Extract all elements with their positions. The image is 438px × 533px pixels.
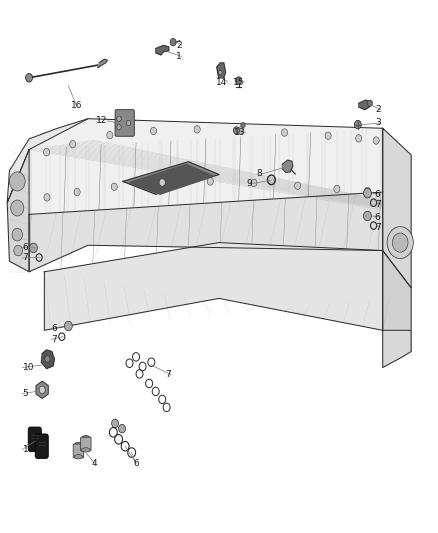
Circle shape bbox=[334, 185, 340, 192]
Circle shape bbox=[364, 187, 371, 195]
Circle shape bbox=[74, 188, 80, 196]
Polygon shape bbox=[383, 128, 411, 288]
Circle shape bbox=[219, 70, 222, 75]
Circle shape bbox=[241, 123, 245, 128]
Text: 5: 5 bbox=[22, 389, 28, 398]
Polygon shape bbox=[29, 119, 383, 214]
Circle shape bbox=[236, 77, 242, 84]
Circle shape bbox=[11, 200, 24, 216]
Circle shape bbox=[39, 386, 45, 393]
Text: 2: 2 bbox=[375, 105, 381, 114]
FancyBboxPatch shape bbox=[81, 437, 91, 451]
Text: 7: 7 bbox=[375, 200, 381, 209]
Ellipse shape bbox=[81, 448, 90, 452]
Polygon shape bbox=[36, 381, 48, 398]
Text: 6: 6 bbox=[375, 190, 381, 199]
Text: 7: 7 bbox=[22, 254, 28, 262]
Circle shape bbox=[364, 188, 371, 198]
Polygon shape bbox=[44, 243, 383, 330]
Circle shape bbox=[12, 228, 22, 241]
FancyBboxPatch shape bbox=[28, 427, 41, 451]
Circle shape bbox=[159, 179, 165, 186]
Ellipse shape bbox=[74, 442, 83, 448]
Polygon shape bbox=[383, 330, 411, 368]
Text: 6: 6 bbox=[51, 324, 57, 333]
Text: 3: 3 bbox=[375, 118, 381, 127]
Polygon shape bbox=[123, 162, 219, 194]
Text: 6: 6 bbox=[133, 459, 139, 467]
Polygon shape bbox=[359, 100, 370, 110]
Text: 11: 11 bbox=[22, 445, 34, 454]
Circle shape bbox=[117, 116, 121, 122]
Circle shape bbox=[387, 227, 413, 259]
Circle shape bbox=[10, 172, 25, 191]
Polygon shape bbox=[130, 165, 214, 194]
Circle shape bbox=[356, 135, 362, 142]
Polygon shape bbox=[29, 192, 383, 272]
Text: 6: 6 bbox=[375, 213, 381, 222]
Circle shape bbox=[45, 356, 50, 362]
Circle shape bbox=[373, 137, 379, 144]
Polygon shape bbox=[98, 59, 107, 68]
Text: 12: 12 bbox=[96, 116, 108, 125]
Circle shape bbox=[119, 424, 126, 433]
Text: 7: 7 bbox=[165, 370, 171, 379]
Circle shape bbox=[170, 38, 176, 46]
Circle shape bbox=[207, 177, 213, 185]
Circle shape bbox=[44, 193, 50, 201]
Text: 7: 7 bbox=[51, 335, 57, 344]
Polygon shape bbox=[217, 63, 226, 78]
FancyBboxPatch shape bbox=[115, 110, 134, 136]
Circle shape bbox=[112, 419, 119, 427]
Text: 14: 14 bbox=[216, 77, 228, 86]
Circle shape bbox=[364, 211, 371, 221]
FancyBboxPatch shape bbox=[73, 444, 84, 458]
Polygon shape bbox=[383, 251, 411, 352]
FancyBboxPatch shape bbox=[35, 434, 48, 458]
Text: 2: 2 bbox=[176, 41, 182, 50]
Text: 1: 1 bbox=[176, 52, 182, 61]
Text: 8: 8 bbox=[256, 169, 262, 179]
Circle shape bbox=[194, 126, 200, 133]
Circle shape bbox=[25, 74, 32, 82]
Text: 4: 4 bbox=[92, 459, 97, 467]
Polygon shape bbox=[7, 150, 29, 272]
Circle shape bbox=[354, 120, 361, 129]
Circle shape bbox=[70, 141, 76, 148]
Circle shape bbox=[14, 245, 22, 256]
Circle shape bbox=[282, 129, 288, 136]
Text: 6: 6 bbox=[22, 243, 28, 252]
Circle shape bbox=[127, 120, 131, 126]
Text: 7: 7 bbox=[375, 223, 381, 232]
Text: 15: 15 bbox=[233, 77, 244, 86]
Polygon shape bbox=[283, 160, 293, 172]
Text: 16: 16 bbox=[71, 101, 83, 110]
Circle shape bbox=[117, 125, 121, 130]
Circle shape bbox=[150, 127, 156, 135]
Polygon shape bbox=[155, 45, 169, 55]
Circle shape bbox=[107, 132, 113, 139]
Ellipse shape bbox=[81, 435, 90, 441]
Circle shape bbox=[64, 321, 72, 331]
Circle shape bbox=[392, 233, 408, 252]
Polygon shape bbox=[7, 119, 88, 203]
Ellipse shape bbox=[74, 455, 83, 459]
Circle shape bbox=[367, 100, 373, 107]
Text: 10: 10 bbox=[22, 363, 34, 372]
Polygon shape bbox=[41, 350, 54, 368]
Circle shape bbox=[294, 182, 300, 189]
Circle shape bbox=[233, 127, 240, 134]
Circle shape bbox=[43, 149, 49, 156]
Circle shape bbox=[111, 183, 117, 190]
Circle shape bbox=[29, 243, 37, 253]
Circle shape bbox=[238, 127, 244, 134]
Text: 9: 9 bbox=[247, 179, 253, 188]
Circle shape bbox=[325, 132, 331, 140]
Circle shape bbox=[251, 179, 257, 187]
Text: 13: 13 bbox=[234, 128, 245, 137]
